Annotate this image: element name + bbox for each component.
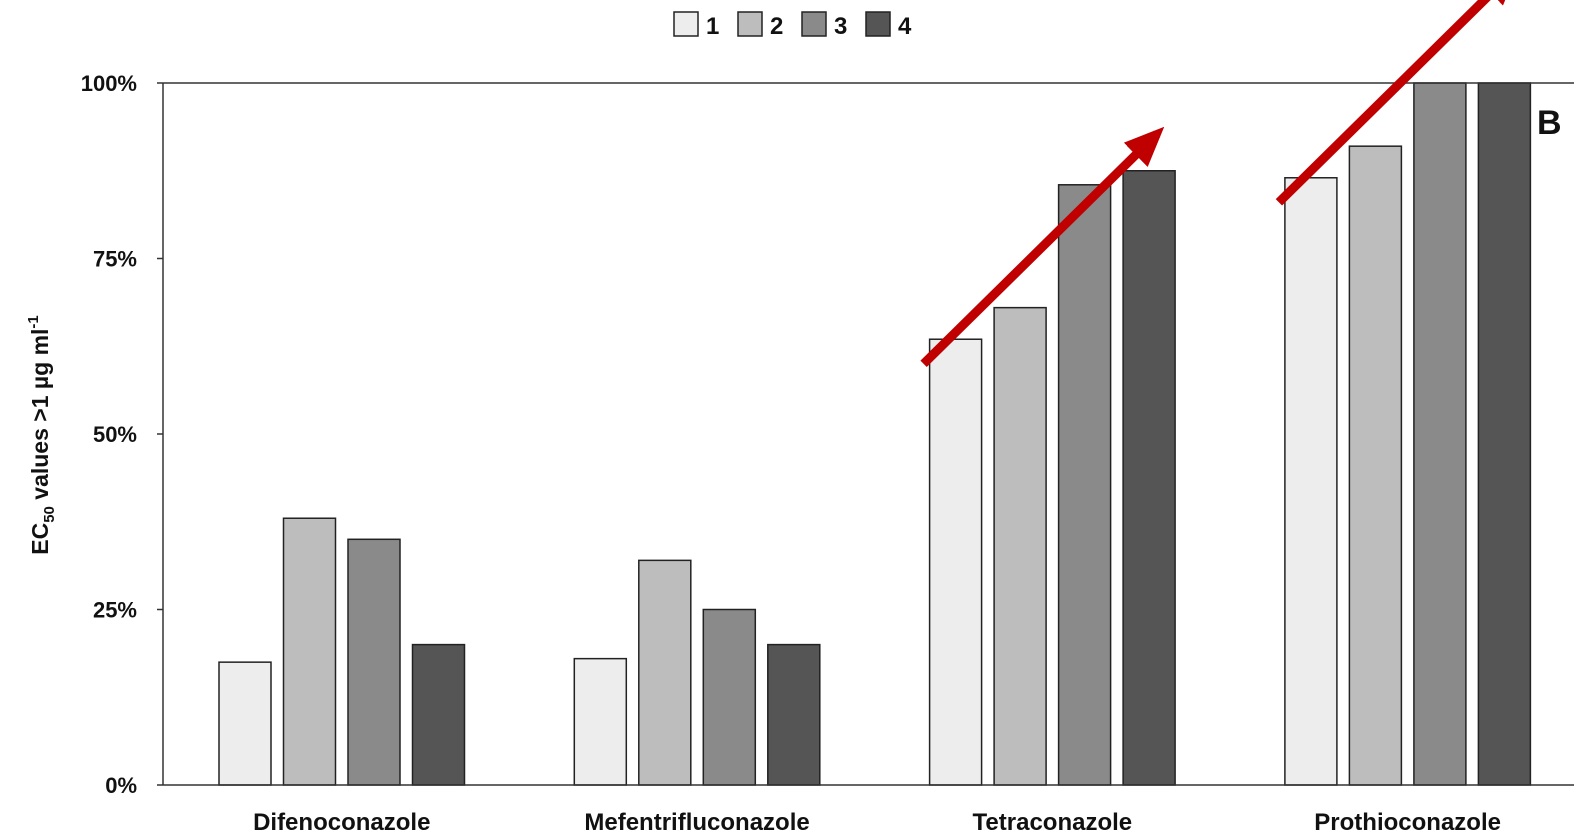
legend-swatch-2 [737, 11, 763, 37]
legend-label-3: 3 [834, 13, 847, 40]
bar-prothioconazole-series-2 [1348, 145, 1403, 786]
y-tick-label: 100% [81, 71, 137, 96]
y-axis-ticks: 0% 25% 50% 75% 100% [81, 71, 163, 798]
bar-mefentrifluconazole-series-3 [702, 608, 757, 786]
bar-mefentrifluconazole-series-2 [638, 559, 692, 786]
x-category-label: Tetraconazole [973, 809, 1133, 836]
y-tick-label: 75% [93, 247, 137, 272]
bar-difenoconazole-series-2 [282, 517, 337, 786]
legend: 1 2 3 4 [673, 11, 912, 40]
legend-swatch-4 [865, 11, 891, 37]
y-tick-label: 25% [93, 598, 137, 623]
bar-tetraconazole-series-4 [1122, 170, 1176, 786]
y-tick-label: 0% [105, 773, 137, 798]
y-tick-label: 50% [93, 422, 137, 447]
trend-arrow-prothioconazole [1275, 0, 1520, 206]
bar-tetraconazole-series-1 [928, 338, 983, 786]
y-axis-title-superscript: -1 [25, 315, 42, 328]
bar-mefentrifluconazole-series-4 [767, 643, 821, 786]
bar-prothioconazole-series-1 [1284, 177, 1338, 786]
bar-tetraconazole-series-2 [993, 306, 1047, 786]
bar-prothioconazole-series-4 [1477, 82, 1532, 786]
x-category-label: Difenoconazole [253, 809, 430, 836]
trend-arrows [920, 0, 1520, 368]
x-axis-category-labels: Difenoconazole Mefentrifluconazole Tetraco… [253, 809, 1501, 836]
y-axis-title-subscript: 50 [41, 506, 58, 523]
bar-difenoconazole-series-3 [347, 538, 401, 786]
trend-arrow-tetraconazole [920, 126, 1165, 368]
bar-difenoconazole-series-4 [411, 643, 466, 786]
x-category-label: Prothioconazole [1314, 809, 1501, 836]
y-axis-title-main: EC [27, 523, 53, 555]
legend-swatch-3 [801, 11, 827, 37]
bar-difenoconazole-series-1 [218, 661, 272, 786]
x-category-label: Mefentrifluconazole [584, 809, 809, 836]
legend-label-4: 4 [898, 13, 912, 40]
bar-tetraconazole-series-3 [1057, 184, 1112, 786]
bar-prothioconazole-series-3 [1413, 82, 1467, 786]
panel-label: B [1537, 104, 1562, 142]
legend-label-1: 1 [706, 13, 719, 40]
y-axis-title: EC50 values >1 µg ml-1 [25, 315, 58, 555]
y-axis-title-rest: values >1 µg ml [27, 329, 53, 507]
bar-mefentrifluconazole-series-1 [573, 657, 628, 786]
bars [218, 82, 1532, 786]
legend-swatch-1 [673, 11, 699, 37]
legend-label-2: 2 [770, 13, 783, 40]
